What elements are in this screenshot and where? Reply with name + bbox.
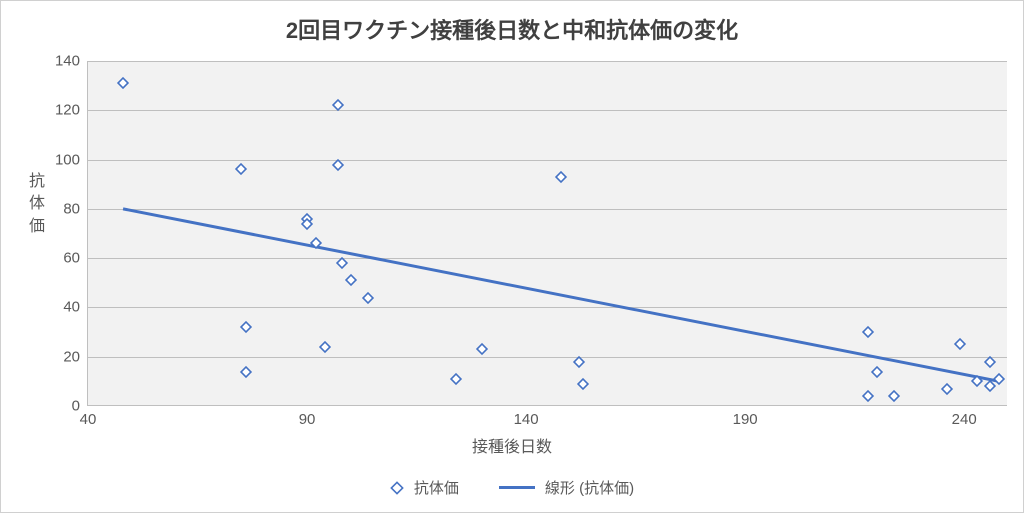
- data-point: [331, 98, 345, 112]
- data-point: [970, 374, 984, 388]
- data-point: [861, 325, 875, 339]
- data-point: [449, 372, 463, 386]
- data-point: [309, 236, 323, 250]
- data-point: [300, 217, 314, 231]
- chart-title: 2回目ワクチン接種後日数と中和抗体価の変化: [1, 13, 1023, 45]
- y-tick-label: 140: [55, 53, 80, 70]
- x-tick-label: 240: [952, 411, 977, 428]
- legend-item-scatter: 抗体価: [390, 477, 459, 498]
- data-point: [576, 377, 590, 391]
- data-point: [953, 337, 967, 351]
- data-point: [983, 355, 997, 369]
- legend-scatter-label: 抗体価: [414, 477, 459, 498]
- data-point: [887, 389, 901, 403]
- line-icon: [499, 486, 535, 489]
- data-point: [940, 382, 954, 396]
- y-tick-label: 60: [63, 250, 80, 267]
- x-tick-label: 40: [80, 411, 97, 428]
- diamond-icon: [390, 481, 404, 495]
- y-axis-label: 抗体価: [27, 171, 47, 238]
- data-point: [234, 162, 248, 176]
- y-tick-label: 120: [55, 102, 80, 119]
- legend: 抗体価 線形 (抗体価): [1, 477, 1023, 498]
- y-tick-label: 100: [55, 151, 80, 168]
- data-point: [335, 256, 349, 270]
- chart-container: 2回目ワクチン接種後日数と中和抗体価の変化 抗体価 02040608010012…: [0, 0, 1024, 513]
- data-point: [475, 342, 489, 356]
- y-tick-label: 40: [63, 299, 80, 316]
- data-point: [361, 291, 375, 305]
- y-tick-label: 20: [63, 348, 80, 365]
- data-point: [239, 320, 253, 334]
- x-tick-label: 140: [514, 411, 539, 428]
- y-tick-label: 80: [63, 200, 80, 217]
- legend-item-trend: 線形 (抗体価): [499, 477, 634, 498]
- data-point: [239, 365, 253, 379]
- plot-area: 0204060801001201404090140190240: [87, 61, 1007, 406]
- data-point: [344, 273, 358, 287]
- trendline: [88, 61, 1008, 406]
- data-point: [861, 389, 875, 403]
- data-point: [318, 340, 332, 354]
- data-point: [870, 365, 884, 379]
- data-point: [331, 158, 345, 172]
- data-point: [572, 355, 586, 369]
- x-tick-label: 190: [733, 411, 758, 428]
- x-tick-label: 90: [299, 411, 316, 428]
- data-point: [992, 372, 1006, 386]
- data-point: [116, 76, 130, 90]
- legend-trend-label: 線形 (抗体価): [545, 477, 634, 498]
- data-point: [554, 170, 568, 184]
- x-axis-label: 接種後日数: [1, 433, 1023, 457]
